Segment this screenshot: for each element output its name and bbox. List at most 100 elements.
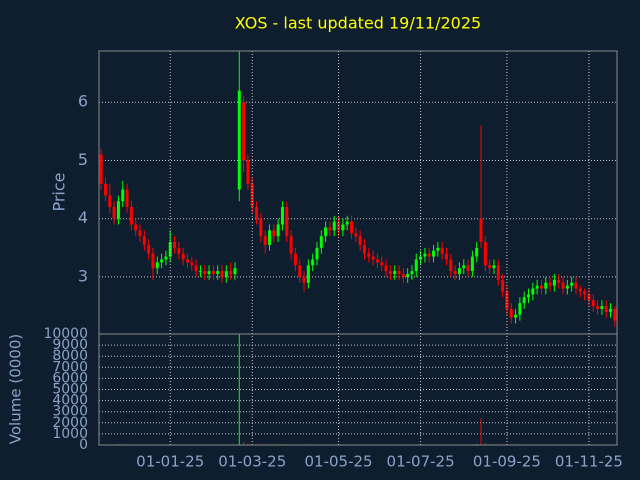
- candle-body: [116, 201, 120, 219]
- candle-body: [237, 90, 241, 190]
- candle-body: [324, 227, 328, 237]
- candle-body: [155, 262, 159, 269]
- candle-body: [216, 271, 220, 275]
- candle-body: [341, 224, 345, 231]
- candle-body: [531, 288, 535, 295]
- candle-body: [345, 221, 349, 225]
- candle-body: [173, 241, 177, 248]
- candle-body: [449, 259, 453, 272]
- candle-body: [470, 256, 474, 272]
- candle-body: [539, 285, 543, 289]
- candle-body: [609, 308, 613, 312]
- x-tick-label: 01-09-25: [473, 453, 541, 471]
- y-tick-label: 0: [79, 437, 88, 453]
- candle-body: [151, 253, 155, 269]
- candle-body: [99, 154, 103, 184]
- candle-body: [224, 271, 228, 277]
- candle-body: [302, 276, 306, 283]
- candle-body: [289, 236, 293, 254]
- candle-body: [220, 271, 224, 277]
- y-tick-label: 4000: [52, 393, 88, 409]
- candle-body: [397, 271, 401, 275]
- candle-body: [466, 265, 470, 272]
- y-tick-label: 6: [78, 92, 88, 111]
- candle-body: [475, 247, 479, 257]
- x-tick-label: 01-01-25: [136, 453, 204, 471]
- candle-body: [444, 253, 448, 260]
- candle-body: [600, 306, 604, 309]
- candle-body: [354, 233, 358, 237]
- candle-body: [319, 236, 323, 248]
- plot-frame: [98, 50, 618, 446]
- candle-body: [280, 207, 284, 225]
- candle-body: [380, 262, 384, 266]
- candle-body: [103, 183, 107, 196]
- candle-body: [492, 265, 496, 269]
- y-tick-label: 2000: [52, 415, 88, 431]
- candle-body: [190, 262, 194, 266]
- candle-body: [138, 230, 142, 237]
- candle-body: [112, 207, 116, 219]
- candle-body: [401, 274, 405, 277]
- candle-body: [185, 259, 189, 263]
- candle-body: [147, 244, 151, 254]
- y-axis-label: Price: [50, 172, 69, 211]
- candle-body: [427, 253, 431, 257]
- candle-body: [259, 218, 263, 237]
- candle-body: [177, 247, 181, 254]
- candle-body: [198, 271, 202, 273]
- candle-body: [613, 308, 617, 321]
- candle-body: [362, 244, 366, 254]
- candle-body: [203, 271, 207, 275]
- candle-body: [488, 265, 492, 269]
- candle-body: [315, 247, 319, 260]
- candle-body: [570, 282, 574, 286]
- candle-body: [440, 247, 444, 254]
- candle-body: [596, 306, 600, 309]
- candle-body: [527, 294, 531, 298]
- candle-body: [414, 259, 418, 272]
- candle-body: [306, 265, 310, 283]
- candle-body: [436, 247, 440, 251]
- candle-body: [432, 250, 436, 257]
- candle-body: [285, 207, 289, 237]
- candle-body: [578, 288, 582, 292]
- y-tick-label: 4: [78, 208, 88, 227]
- candle-body: [423, 253, 427, 257]
- candle-body: [255, 207, 259, 219]
- candle-body: [591, 300, 595, 307]
- candle-body: [108, 195, 112, 208]
- candle-body: [522, 297, 526, 304]
- candle-body: [268, 230, 272, 245]
- candle-body: [535, 285, 539, 289]
- candle-body: [509, 308, 513, 318]
- candle-body: [388, 271, 392, 275]
- candle-body: [207, 271, 211, 275]
- candle-body: [358, 236, 362, 245]
- candle-body: [293, 253, 297, 266]
- y-tick-label: 8000: [52, 348, 88, 364]
- y-tick-label: 10000: [43, 326, 88, 342]
- candle-body: [246, 160, 250, 184]
- candle-body: [496, 265, 500, 280]
- x-tick-label: 01-07-25: [387, 453, 455, 471]
- candle-body: [557, 279, 561, 283]
- y-tick-label: 1000: [52, 426, 88, 442]
- y-tick-label: 6000: [52, 370, 88, 386]
- candle-body: [233, 268, 237, 275]
- candle-body: [371, 256, 375, 260]
- candle-body: [410, 271, 414, 275]
- candle-body: [125, 189, 129, 208]
- candle-body: [332, 221, 336, 231]
- chart-title: XOS - last updated 19/11/2025: [235, 14, 481, 33]
- candle-body: [457, 268, 461, 275]
- candle-body: [406, 274, 410, 277]
- candle-body: [552, 279, 556, 286]
- candle-body: [134, 224, 138, 231]
- candle-body: [479, 218, 483, 242]
- candle-body: [276, 224, 280, 237]
- candle-body: [160, 259, 164, 263]
- candle-body: [142, 236, 146, 245]
- candle-body: [211, 271, 215, 275]
